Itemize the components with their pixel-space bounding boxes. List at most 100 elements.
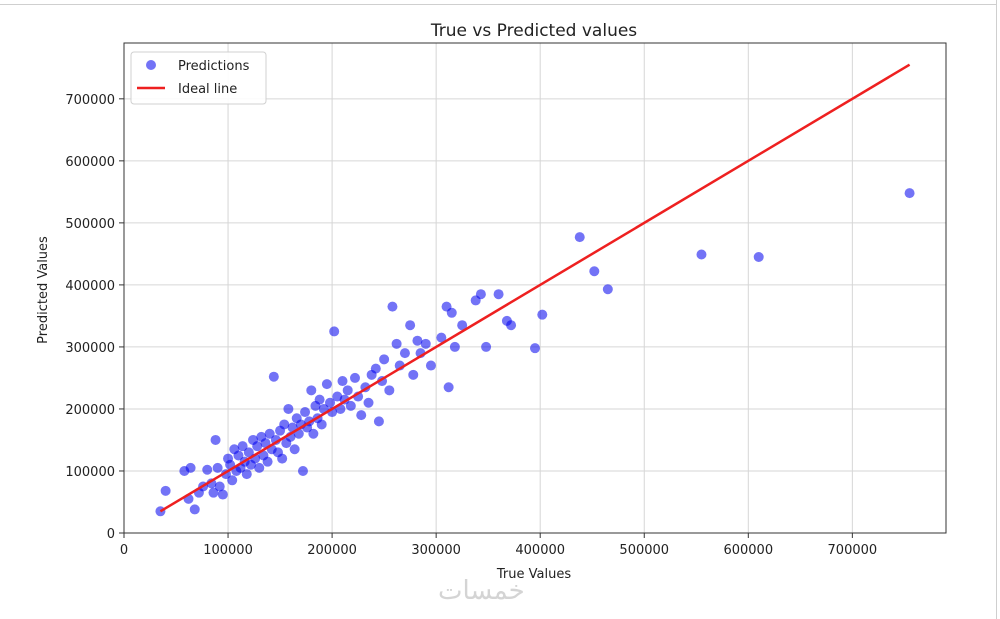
prediction-point [475, 289, 486, 300]
prediction-point [206, 478, 217, 489]
prediction-point [602, 284, 613, 295]
prediction-point [262, 456, 273, 467]
prediction-point [210, 434, 221, 445]
prediction-point [904, 188, 915, 199]
prediction-point [227, 475, 238, 486]
prediction-point [283, 403, 294, 414]
prediction-point [316, 419, 327, 430]
prediction-point [384, 385, 395, 396]
plot-frame [123, 42, 947, 534]
ideal-line [159, 63, 911, 513]
legend-marker-predictions [146, 60, 156, 70]
legend-label-predictions: Predictions [178, 59, 250, 74]
prediction-point [696, 249, 707, 260]
prediction-point [268, 371, 279, 382]
prediction-point [391, 338, 402, 349]
prediction-point [208, 487, 219, 498]
prediction-point [481, 341, 492, 352]
y-tick-label: 600000 [65, 155, 115, 170]
y-tick-label: 500000 [65, 217, 115, 232]
prediction-point [329, 326, 340, 337]
prediction-point [254, 462, 265, 473]
y-tick-label: 200000 [65, 403, 115, 418]
prediction-point [530, 343, 540, 354]
prediction-point [217, 489, 228, 500]
prediction-point [589, 266, 600, 277]
prediction-point [363, 397, 374, 408]
y-tick-label: 300000 [65, 341, 115, 356]
prediction-point [202, 464, 213, 475]
prediction-point [277, 453, 288, 464]
x-tick-label: 600000 [723, 543, 773, 558]
prediction-point [387, 301, 398, 312]
watermark-logo: خمسات [438, 576, 525, 606]
prediction-point [243, 447, 254, 458]
x-tick-label: 500000 [619, 543, 669, 558]
prediction-point [425, 360, 436, 371]
prediction-point [279, 419, 290, 430]
prediction-point [185, 462, 196, 473]
prediction-point [289, 444, 300, 455]
prediction-point [314, 394, 325, 405]
prediction-point [189, 504, 200, 515]
prediction-point [160, 485, 171, 496]
prediction-point [349, 372, 360, 383]
x-tick-label: 100000 [203, 543, 253, 558]
prediction-point [252, 441, 263, 452]
prediction-point [436, 332, 447, 343]
y-tick-label: 0 [107, 527, 115, 542]
chart-title: True vs Predicted values [430, 21, 637, 41]
x-tick-label: 400000 [515, 543, 565, 558]
prediction-point [306, 385, 317, 396]
x-tick-label: 700000 [828, 543, 878, 558]
y-tick-label: 100000 [65, 465, 115, 480]
prediction-point [321, 379, 332, 390]
prediction-point [443, 382, 454, 393]
scatter-points [155, 188, 915, 517]
prediction-point [449, 341, 460, 352]
prediction-point [270, 434, 281, 445]
prediction-point [212, 462, 223, 473]
prediction-point [506, 320, 517, 331]
legend-box [130, 51, 267, 105]
prediction-point [373, 416, 384, 427]
prediction-point [457, 320, 468, 331]
prediction-point [345, 400, 356, 411]
prediction-point [356, 410, 367, 421]
prediction-point [493, 289, 504, 300]
window-edge-right [996, 0, 997, 619]
y-tick-label: 400000 [65, 279, 115, 294]
y-axis-label: Predicted Values [36, 236, 51, 344]
x-tick-label: 200000 [307, 543, 357, 558]
prediction-point [300, 407, 311, 418]
x-tick-label: 300000 [411, 543, 461, 558]
prediction-point [574, 232, 585, 243]
prediction-point [214, 481, 225, 492]
prediction-point [241, 469, 252, 480]
prediction-point [405, 320, 416, 331]
legend: Predictions Ideal line [130, 51, 267, 105]
ideal-line-layer [159, 63, 911, 513]
legend-label-ideal-line: Ideal line [178, 82, 237, 97]
prediction-point [260, 438, 271, 449]
prediction-point [342, 385, 353, 396]
prediction-point [325, 397, 336, 408]
prediction-point [308, 428, 319, 439]
window-edge-top [0, 4, 996, 5]
prediction-point [233, 450, 244, 461]
prediction-point [446, 307, 457, 318]
prediction-point [537, 309, 548, 320]
y-axis-ticks: 0 100000 200000 300000 400000 500000 600000 700… [65, 93, 124, 542]
prediction-point [408, 369, 419, 380]
y-tick-label: 700000 [65, 93, 115, 108]
prediction-point [337, 376, 348, 387]
prediction-point [753, 251, 764, 262]
prediction-point [399, 348, 410, 359]
x-tick-label: 0 [120, 543, 128, 558]
x-axis-label: True Values [496, 567, 571, 582]
prediction-point [370, 363, 381, 374]
prediction-point [237, 441, 248, 452]
prediction-point [412, 335, 423, 346]
prediction-point [297, 465, 308, 476]
